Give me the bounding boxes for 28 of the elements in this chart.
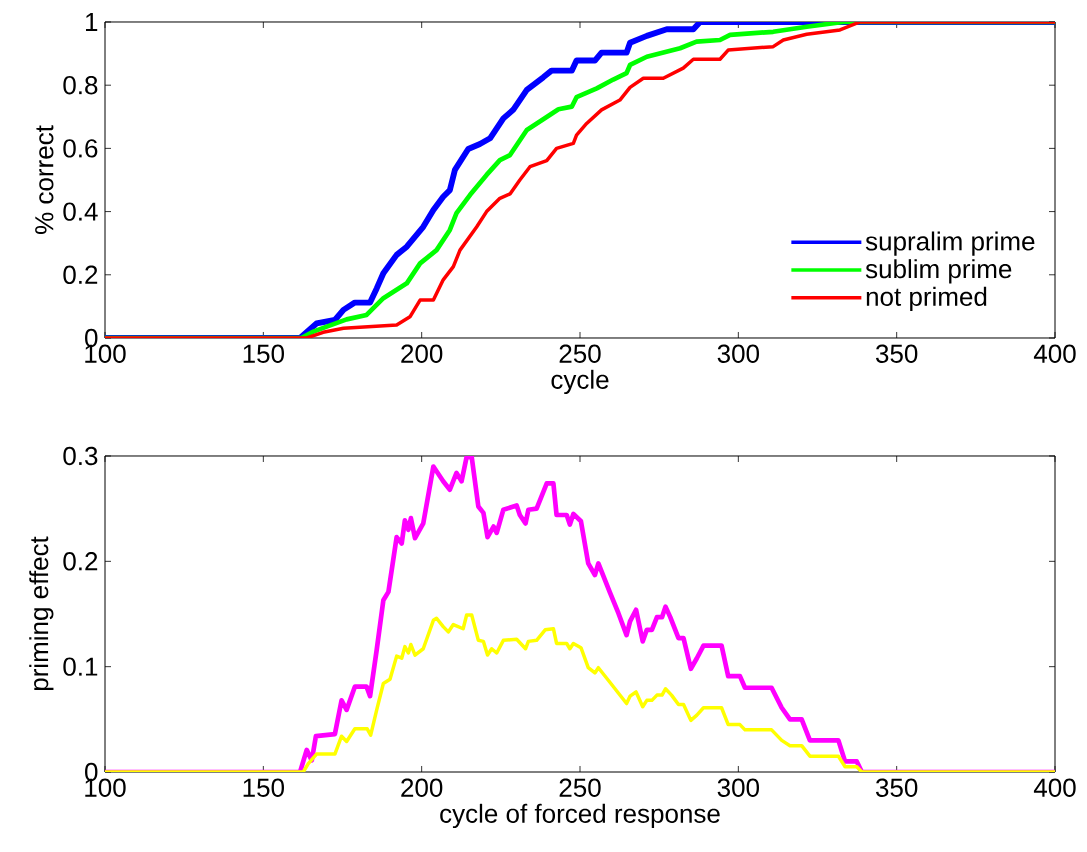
x-tick-label: 350 bbox=[875, 778, 918, 797]
x-tick-label: 150 bbox=[243, 344, 284, 363]
x-tick-label: 200 bbox=[401, 344, 443, 363]
legend-label: sublim prime bbox=[865, 259, 1012, 284]
x-tick-label: 150 bbox=[243, 778, 284, 797]
x-axis-title: cycle bbox=[551, 369, 609, 395]
y-axis-title: % correct bbox=[35, 125, 54, 234]
y-tick-label: 0.6 bbox=[63, 139, 98, 158]
x-tick-label: 200 bbox=[401, 778, 443, 797]
y-tick-label: 1 bbox=[85, 13, 98, 31]
legend-label: supralim prime bbox=[865, 231, 1035, 256]
y-tick-label: 0.4 bbox=[63, 202, 98, 221]
x-axis-title: cycle of forced response bbox=[440, 803, 720, 829]
y-tick-label: 0.8 bbox=[63, 75, 98, 95]
x-tick-label: 300 bbox=[717, 778, 759, 797]
line-series bbox=[105, 613, 1056, 772]
y-tick-label: 0.1 bbox=[63, 657, 98, 676]
y-tick-label: 0.3 bbox=[63, 446, 98, 466]
x-tick-label: 350 bbox=[875, 344, 918, 363]
legend-label: not primed bbox=[866, 286, 987, 312]
x-tick-label: 300 bbox=[717, 344, 759, 363]
y-tick-label: 0.2 bbox=[63, 552, 98, 571]
x-tick-label: 400 bbox=[1033, 778, 1076, 797]
y-axis-title: priming effect bbox=[29, 536, 54, 691]
y-tick-label: 0.2 bbox=[63, 265, 98, 284]
x-tick-label: 400 bbox=[1033, 344, 1076, 363]
x-tick-label: 250 bbox=[559, 778, 601, 797]
x-tick-label: 250 bbox=[559, 344, 601, 363]
